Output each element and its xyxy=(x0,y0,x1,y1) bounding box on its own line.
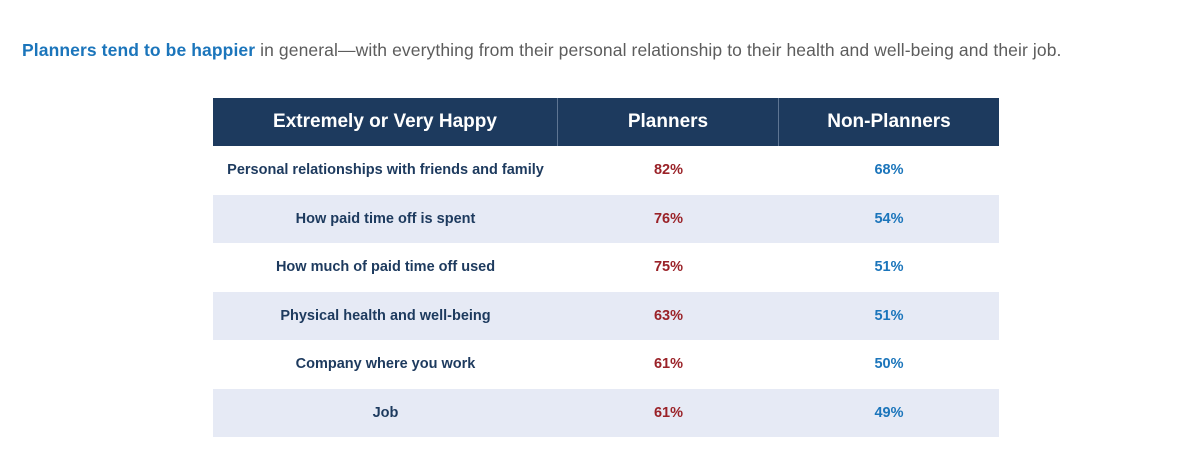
planners-value: 61% xyxy=(653,404,684,421)
table-header-row: Extremely or Very Happy Planners Non-Pla… xyxy=(213,98,999,146)
non-planners-value: 51% xyxy=(874,307,904,324)
intro-text: in general—with everything from their pe… xyxy=(255,39,1062,60)
header-planners: Planners xyxy=(558,98,779,146)
non-planners-value: 49% xyxy=(874,404,904,421)
non-planners-value: 54% xyxy=(874,210,904,227)
non-planners-value: 68% xyxy=(874,162,904,179)
planners-value: 76% xyxy=(653,210,684,227)
non-planners-value: 50% xyxy=(874,356,904,373)
planners-value: 75% xyxy=(653,259,684,276)
planners-value: 61% xyxy=(653,356,684,373)
happiness-table: Extremely or Very Happy Planners Non-Pla… xyxy=(213,98,999,437)
table-row: Physical health and well-being 63% 51% xyxy=(213,291,999,340)
table-row: Company where you work 61% 50% xyxy=(213,340,999,389)
intro-paragraph: Planners tend to be happier in general—w… xyxy=(22,36,1182,64)
intro-lead: Planners tend to be happier xyxy=(22,39,256,60)
non-planners-value: 51% xyxy=(874,259,904,276)
row-label: Personal relationships with friends and … xyxy=(227,162,544,179)
row-label: Company where you work xyxy=(295,356,476,373)
planners-value: 63% xyxy=(653,307,684,324)
table-row: How paid time off is spent 76% 54% xyxy=(213,194,999,243)
row-label: How much of paid time off used xyxy=(275,259,496,276)
row-label: Job xyxy=(372,404,399,421)
row-label: Physical health and well-being xyxy=(280,307,491,324)
table-row: Job 61% 49% xyxy=(213,388,999,437)
planners-value: 82% xyxy=(653,162,684,179)
row-label: How paid time off is spent xyxy=(295,210,476,227)
table-row: Personal relationships with friends and … xyxy=(213,146,999,195)
header-non-planners: Non-Planners xyxy=(827,111,951,132)
table-row: How much of paid time off used 75% 51% xyxy=(213,243,999,292)
header-category: Extremely or Very Happy xyxy=(213,98,558,146)
